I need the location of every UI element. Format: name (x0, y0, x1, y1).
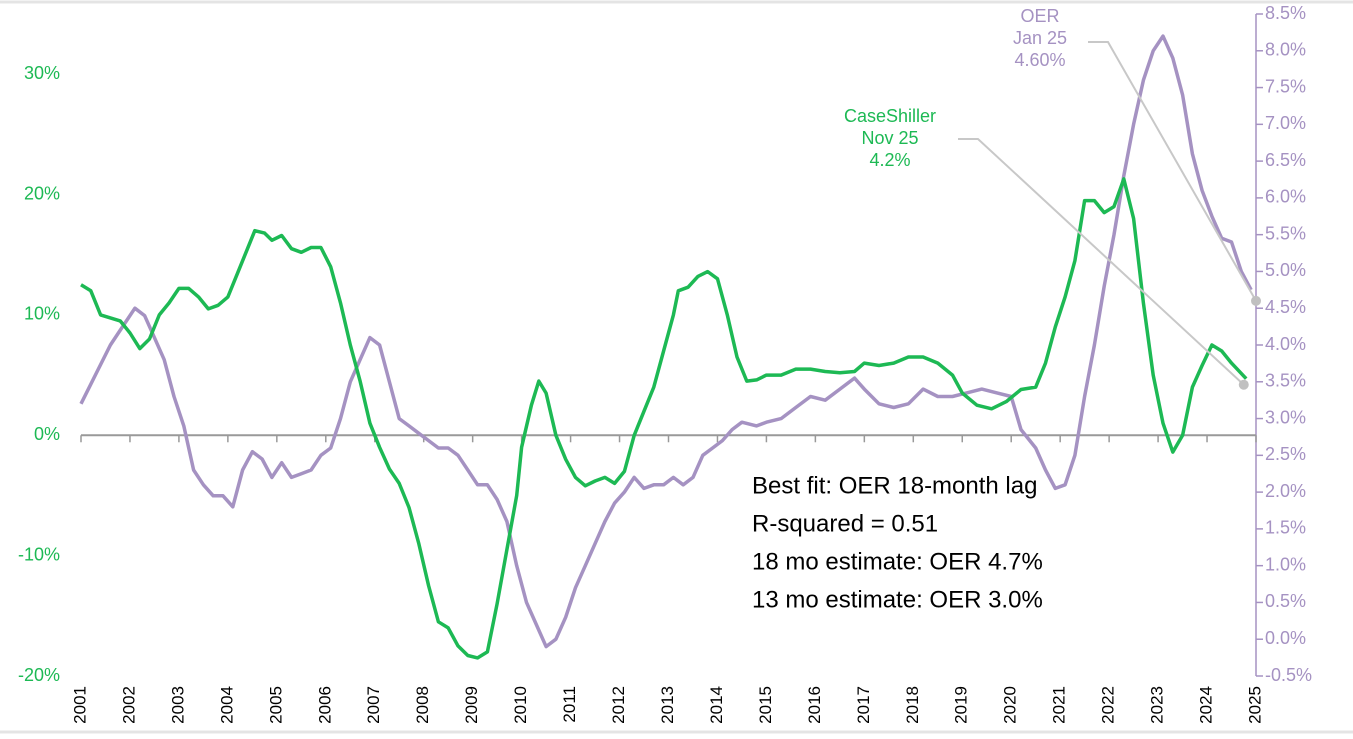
y2-tick-label: 4.0% (1265, 334, 1306, 354)
y2-tick-label: 1.0% (1265, 554, 1306, 574)
y2-tick-label: 3.0% (1265, 407, 1306, 427)
y2-tick-label: 1.5% (1265, 518, 1306, 538)
x-tick-label: 2007 (364, 686, 383, 724)
y2-tick-label: 6.0% (1265, 187, 1306, 207)
y2-tick-label: 2.0% (1265, 481, 1306, 501)
y2-tick-label: 3.5% (1265, 371, 1306, 391)
y2-tick-label: 0.0% (1265, 628, 1306, 648)
annotation-leader (1088, 41, 1257, 302)
x-tick-label: 2023 (1148, 686, 1167, 724)
annotation-point (1251, 295, 1261, 306)
y-tick-label: 30% (24, 63, 60, 83)
y2-tick-label: 7.5% (1265, 76, 1306, 96)
annotation-point (1238, 379, 1249, 390)
y2-tick-label: 8.0% (1265, 40, 1306, 60)
annotation-leader (958, 138, 1245, 386)
x-tick-label: 2002 (119, 686, 138, 724)
y2-tick-label: 0.5% (1265, 591, 1306, 611)
text-box-line: Best fit: OER 18-month lag (752, 472, 1037, 499)
x-tick-label: 2010 (511, 686, 530, 724)
y2-tick-label: 7.0% (1265, 113, 1306, 133)
y2-tick-label: -0.5% (1265, 665, 1312, 685)
x-tick-label: 2005 (266, 686, 285, 724)
y-tick-label: 20% (24, 183, 60, 203)
annotation-text: OER (1020, 6, 1059, 26)
y-tick-label: 10% (24, 304, 60, 324)
x-tick-label: 2016 (805, 686, 824, 724)
text-box-line: 13 mo estimate: OER 3.0% (752, 586, 1043, 613)
y2-tick-label: 2.5% (1265, 444, 1306, 464)
y2-tick-label: 5.0% (1265, 260, 1306, 280)
annotation-text: Nov 25 (861, 128, 918, 148)
x-tick-label: 2003 (168, 686, 187, 724)
x-tick-label: 2014 (707, 686, 726, 724)
y2-tick-label: 8.5% (1265, 3, 1306, 23)
x-tick-label: 2021 (1050, 686, 1069, 724)
y2-tick-label: 4.5% (1265, 297, 1306, 317)
x-tick-label: 2024 (1197, 686, 1216, 724)
x-tick-label: 2004 (217, 686, 236, 724)
x-tick-label: 2009 (462, 686, 481, 724)
x-tick-label: 2006 (315, 686, 334, 724)
x-tick-label: 2025 (1245, 686, 1264, 724)
x-tick-label: 2020 (1001, 686, 1020, 724)
x-tick-label: 2019 (952, 686, 971, 724)
y2-tick-label: 6.5% (1265, 150, 1306, 170)
x-tick-label: 2008 (413, 686, 432, 724)
series-line (79, 34, 1253, 649)
x-tick-label: 2017 (854, 686, 873, 724)
annotation-text: CaseShiller (844, 106, 936, 126)
y-tick-label: -10% (18, 544, 60, 564)
annotation-text: Jan 25 (1013, 28, 1067, 48)
x-tick-label: 2018 (903, 686, 922, 724)
series-line (80, 177, 1248, 660)
annotation-text: 4.2% (869, 150, 910, 170)
y-tick-label: 0% (34, 424, 60, 444)
text-box-line: R-squared = 0.51 (752, 510, 938, 537)
x-tick-label: 2011 (560, 686, 579, 723)
x-tick-label: 2012 (609, 686, 628, 724)
y-tick-label: -20% (18, 665, 60, 685)
text-box-line: 18 mo estimate: OER 4.7% (752, 548, 1043, 575)
x-tick-label: 2013 (658, 686, 677, 724)
annotation-text: 4.60% (1014, 50, 1065, 70)
x-tick-label: 2022 (1099, 686, 1118, 724)
y2-tick-label: 5.5% (1265, 223, 1306, 243)
x-tick-label: 2001 (70, 686, 89, 724)
x-tick-label: 2015 (756, 686, 775, 724)
